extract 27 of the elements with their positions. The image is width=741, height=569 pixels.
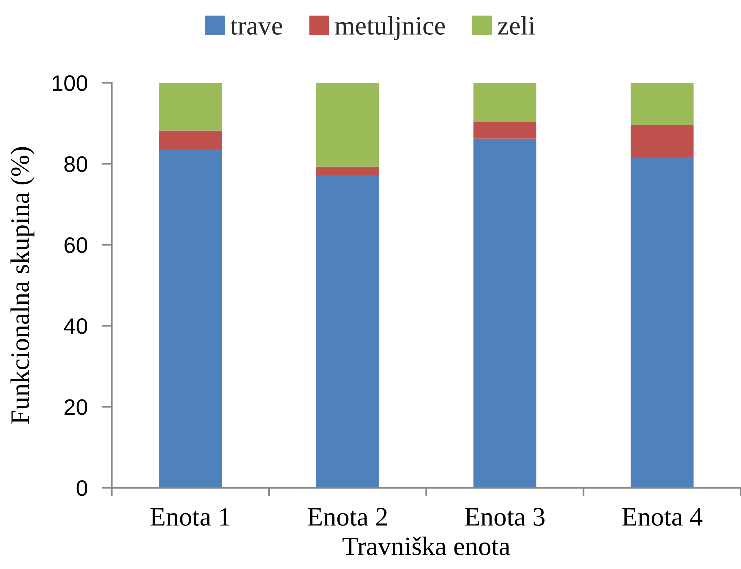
legend-label: trave — [230, 20, 282, 35]
y-tick-label: 40 — [64, 318, 88, 334]
bar — [159, 130, 222, 150]
bar — [474, 122, 537, 139]
x-tick-label: Enota 1 — [150, 508, 230, 526]
y-tick-label: 20 — [64, 400, 88, 416]
bar — [159, 149, 222, 488]
legend-label: zeli — [498, 16, 536, 35]
bar — [630, 157, 694, 488]
bar — [630, 126, 694, 158]
bar — [630, 83, 694, 126]
bar — [316, 175, 380, 488]
x-axis-title: Travniška enota — [342, 536, 510, 556]
y-tick-label: 0 — [76, 480, 88, 496]
x-tick-label: Enota 4 — [622, 508, 703, 526]
bar — [474, 138, 537, 488]
y-tick-label: 100 — [53, 76, 88, 92]
y-tick-label: 80 — [64, 156, 88, 172]
bar — [474, 83, 537, 122]
bar — [316, 166, 380, 176]
y-axis-title: Funkcionalna skupina (%) — [10, 147, 35, 424]
x-tick-label: Enota 3 — [465, 508, 545, 526]
legend-label: metuljnice — [335, 16, 446, 40]
bar — [316, 83, 380, 167]
y-tick-label: 60 — [64, 238, 88, 254]
bar — [159, 83, 222, 131]
x-tick-label: Enota 2 — [308, 508, 388, 526]
